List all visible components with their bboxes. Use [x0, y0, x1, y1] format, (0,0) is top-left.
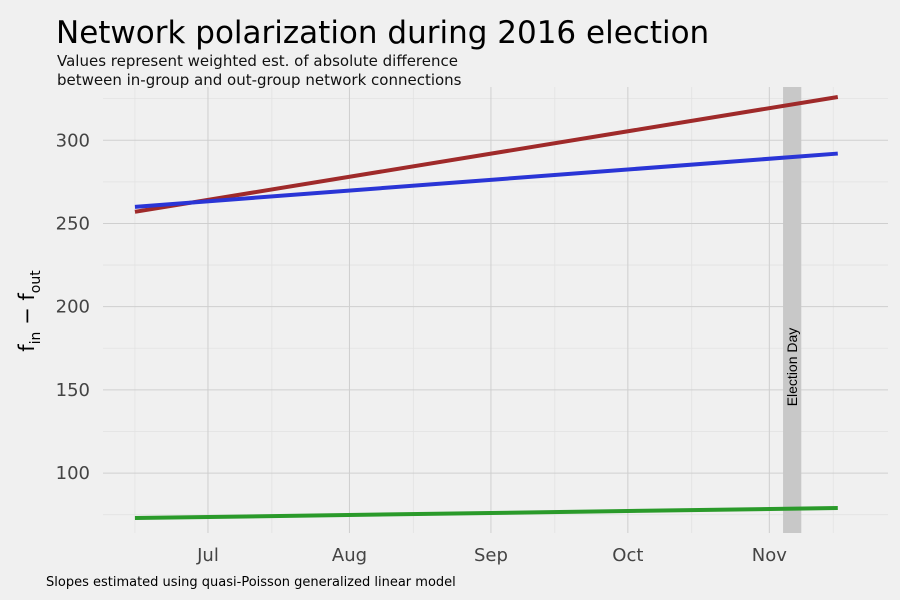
series-layer: [134, 95, 839, 521]
election-day-band: [783, 87, 802, 533]
y-axis-label-minus: −: [15, 301, 39, 332]
series-line-2: [134, 506, 838, 521]
y-tick-label-1: 150: [56, 380, 90, 401]
chart-title: Network polarization during 2016 electio…: [56, 15, 709, 51]
y-tick-label-2: 200: [56, 297, 90, 318]
series-line-0: [134, 95, 839, 214]
y-axis-label-f-out: f: [15, 293, 39, 301]
chart-caption: Slopes estimated using quasi-Poisson gen…: [46, 575, 456, 590]
y-axis-label-f-in: f: [15, 344, 39, 352]
y-axis-label-sub-in: in: [28, 332, 44, 345]
grid: [103, 87, 888, 533]
x-tick-label-1: Aug: [332, 545, 367, 566]
x-tick-label-0: Jul: [196, 545, 219, 566]
x-tick-label-2: Sep: [474, 545, 508, 566]
chart-subtitle-line-1: Values represent weighted est. of absolu…: [57, 52, 458, 70]
y-tick-label-3: 250: [56, 213, 90, 234]
x-axis-ticks: Jul Aug Sep Oct Nov: [196, 545, 787, 566]
y-axis-label-sub-out: out: [28, 270, 44, 293]
y-tick-label-0: 100: [56, 463, 90, 484]
y-axis-label: fin − fout: [15, 270, 44, 352]
y-tick-label-4: 300: [56, 130, 90, 151]
series-line-1: [134, 151, 838, 209]
chart-subtitle-line-2: between in-group and out-group network c…: [57, 71, 462, 89]
x-tick-label-4: Nov: [752, 545, 787, 566]
election-day-label: Election Day: [784, 328, 800, 407]
y-axis-ticks: 100 150 200 250 300: [56, 130, 90, 484]
election-band-layer: Election Day: [783, 87, 802, 533]
x-tick-label-3: Oct: [612, 545, 643, 566]
